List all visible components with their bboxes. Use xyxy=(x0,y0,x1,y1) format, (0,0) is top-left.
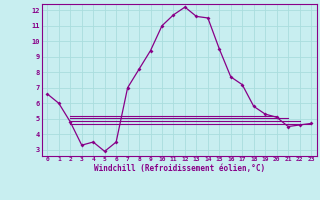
X-axis label: Windchill (Refroidissement éolien,°C): Windchill (Refroidissement éolien,°C) xyxy=(94,164,265,173)
